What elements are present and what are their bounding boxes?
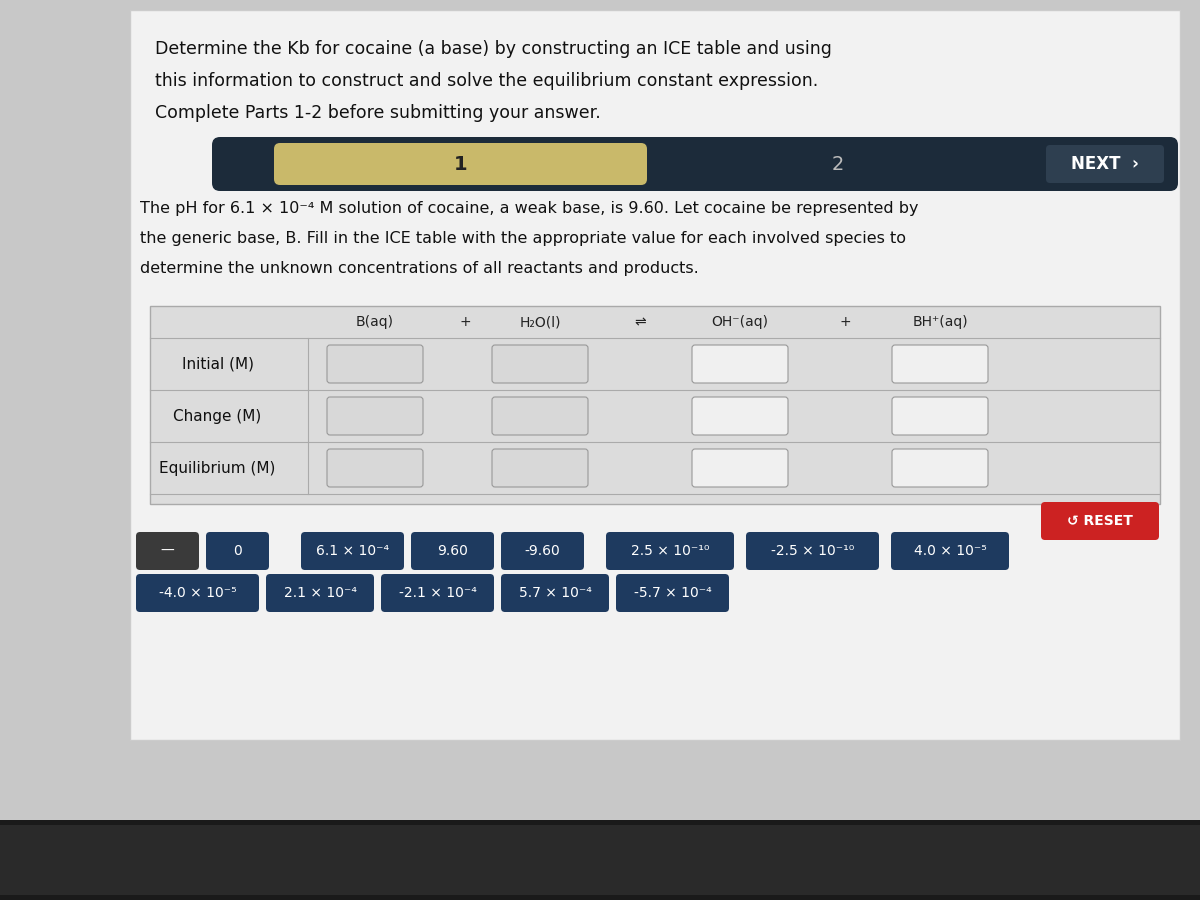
FancyBboxPatch shape xyxy=(1042,502,1159,540)
FancyBboxPatch shape xyxy=(382,574,494,612)
Text: B(aq): B(aq) xyxy=(356,315,394,329)
FancyBboxPatch shape xyxy=(502,532,584,570)
FancyBboxPatch shape xyxy=(616,574,730,612)
FancyBboxPatch shape xyxy=(266,574,374,612)
Text: ↺ RESET: ↺ RESET xyxy=(1067,514,1133,528)
Text: determine the unknown concentrations of all reactants and products.: determine the unknown concentrations of … xyxy=(140,261,698,276)
Text: Change (M): Change (M) xyxy=(173,409,262,424)
Text: the generic base, B. Fill in the ICE table with the appropriate value for each i: the generic base, B. Fill in the ICE tab… xyxy=(140,231,906,246)
FancyBboxPatch shape xyxy=(746,532,878,570)
Text: BH⁺(aq): BH⁺(aq) xyxy=(912,315,968,329)
FancyBboxPatch shape xyxy=(301,532,404,570)
FancyBboxPatch shape xyxy=(606,532,734,570)
Text: NEXT  ›: NEXT › xyxy=(1072,155,1139,173)
Text: +: + xyxy=(460,315,470,329)
FancyBboxPatch shape xyxy=(692,397,788,435)
FancyBboxPatch shape xyxy=(890,532,1009,570)
Text: -2.1 × 10⁻⁴: -2.1 × 10⁻⁴ xyxy=(398,586,476,600)
Text: Initial (M): Initial (M) xyxy=(181,356,253,372)
Bar xyxy=(130,10,1180,740)
FancyBboxPatch shape xyxy=(274,143,647,185)
Bar xyxy=(150,306,1160,504)
FancyBboxPatch shape xyxy=(410,532,494,570)
FancyBboxPatch shape xyxy=(892,345,988,383)
FancyBboxPatch shape xyxy=(492,397,588,435)
Text: ⇌: ⇌ xyxy=(634,315,646,329)
Text: -5.7 × 10⁻⁴: -5.7 × 10⁻⁴ xyxy=(634,586,712,600)
Text: Equilibrium (M): Equilibrium (M) xyxy=(160,461,276,475)
Text: 9.60: 9.60 xyxy=(437,544,468,558)
FancyBboxPatch shape xyxy=(136,574,259,612)
Text: 0: 0 xyxy=(233,544,242,558)
FancyBboxPatch shape xyxy=(326,345,424,383)
Text: +: + xyxy=(839,315,851,329)
Text: this information to construct and solve the equilibrium constant expression.: this information to construct and solve … xyxy=(155,72,818,90)
Text: H₂O(l): H₂O(l) xyxy=(520,315,560,329)
FancyBboxPatch shape xyxy=(492,449,588,487)
Text: 5.7 × 10⁻⁴: 5.7 × 10⁻⁴ xyxy=(518,586,592,600)
FancyBboxPatch shape xyxy=(1046,145,1164,183)
FancyBboxPatch shape xyxy=(206,532,269,570)
Text: —: — xyxy=(161,544,174,558)
Text: Complete Parts 1-2 before submitting your answer.: Complete Parts 1-2 before submitting you… xyxy=(155,104,601,122)
Text: -2.5 × 10⁻¹⁰: -2.5 × 10⁻¹⁰ xyxy=(770,544,854,558)
FancyBboxPatch shape xyxy=(212,137,1178,191)
Text: 1: 1 xyxy=(454,155,467,174)
Text: 6.1 × 10⁻⁴: 6.1 × 10⁻⁴ xyxy=(316,544,389,558)
Text: Determine the Kb for cocaine (a base) by constructing an ICE table and using: Determine the Kb for cocaine (a base) by… xyxy=(155,40,832,58)
Text: OH⁻(aq): OH⁻(aq) xyxy=(712,315,768,329)
FancyBboxPatch shape xyxy=(136,532,199,570)
FancyBboxPatch shape xyxy=(692,345,788,383)
Text: 2: 2 xyxy=(832,155,844,174)
FancyBboxPatch shape xyxy=(892,449,988,487)
FancyBboxPatch shape xyxy=(892,397,988,435)
Text: -4.0 × 10⁻⁵: -4.0 × 10⁻⁵ xyxy=(158,586,236,600)
Bar xyxy=(0,820,1200,900)
FancyBboxPatch shape xyxy=(326,397,424,435)
Text: The pH for 6.1 × 10⁻⁴ M solution of cocaine, a weak base, is 9.60. Let cocaine b: The pH for 6.1 × 10⁻⁴ M solution of coca… xyxy=(140,201,918,216)
Text: 2.5 × 10⁻¹⁰: 2.5 × 10⁻¹⁰ xyxy=(631,544,709,558)
FancyBboxPatch shape xyxy=(502,574,610,612)
FancyBboxPatch shape xyxy=(326,449,424,487)
FancyBboxPatch shape xyxy=(492,345,588,383)
FancyBboxPatch shape xyxy=(692,449,788,487)
Text: -9.60: -9.60 xyxy=(524,544,560,558)
Text: 2.1 × 10⁻⁴: 2.1 × 10⁻⁴ xyxy=(283,586,356,600)
Text: 4.0 × 10⁻⁵: 4.0 × 10⁻⁵ xyxy=(913,544,986,558)
Bar xyxy=(0,825,1200,895)
